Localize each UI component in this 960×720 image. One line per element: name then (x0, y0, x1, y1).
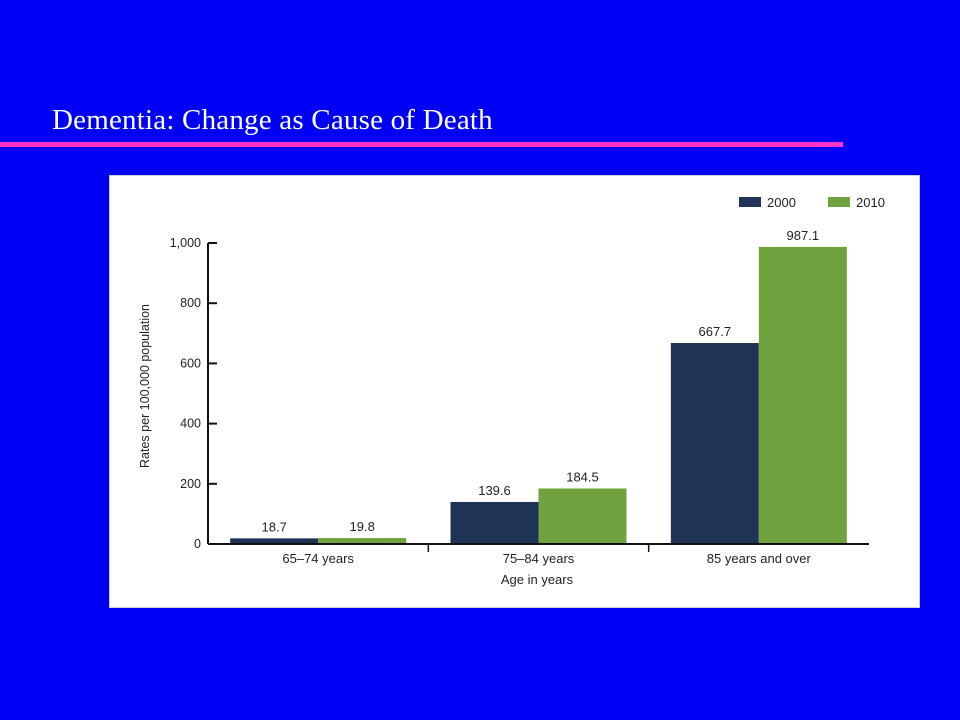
y-tick-label: 800 (180, 296, 201, 310)
y-tick-label: 200 (180, 477, 201, 491)
legend-swatch-2000 (739, 197, 761, 207)
x-category-label: 65–74 years (282, 551, 354, 566)
title-underline (0, 142, 843, 147)
y-tick-label: 600 (180, 356, 201, 370)
bar-value-label: 18.7 (262, 519, 287, 534)
bar-value-label: 184.5 (566, 469, 599, 484)
chart-panel: 2000 2010 0 200 400 600 800 1,000 18.7 19.8 139.… (109, 175, 920, 608)
y-tick-label: 400 (180, 417, 201, 431)
bar-2000 (230, 538, 319, 544)
legend-label: 2010 (856, 195, 885, 210)
legend-label: 2000 (767, 195, 796, 210)
bar-2010 (318, 538, 407, 544)
bar-2000 (670, 343, 759, 544)
y-axis-title: Rates per 100,000 population (138, 304, 152, 468)
bar-value-label: 139.6 (478, 483, 511, 498)
x-axis: 65–74 years 75–84 years 85 years and over (208, 543, 869, 566)
bar-value-label: 667.7 (699, 324, 732, 339)
bar-2010 (538, 488, 627, 544)
x-axis-title: Age in years (501, 572, 574, 587)
x-category-label: 75–84 years (503, 551, 575, 566)
slide-title: Dementia: Change as Cause of Death (52, 104, 493, 136)
bar-2010 (758, 246, 847, 544)
bar-chart: 2000 2010 0 200 400 600 800 1,000 18.7 19.8 139.… (138, 195, 885, 587)
bars (230, 246, 847, 544)
y-tick-label: 1,000 (170, 236, 201, 250)
bar-value-labels: 18.7 19.8 139.6 184.5 667.7 987.1 (262, 228, 820, 534)
bar-2000 (450, 501, 539, 544)
bar-value-label: 987.1 (787, 228, 820, 243)
y-tick-label: 0 (194, 537, 201, 551)
x-category-label: 85 years and over (707, 551, 812, 566)
y-axis: 0 200 400 600 800 1,000 (170, 236, 217, 551)
bar-value-label: 19.8 (350, 519, 375, 534)
chart-legend: 2000 2010 (739, 195, 885, 210)
legend-swatch-2010 (828, 197, 850, 207)
